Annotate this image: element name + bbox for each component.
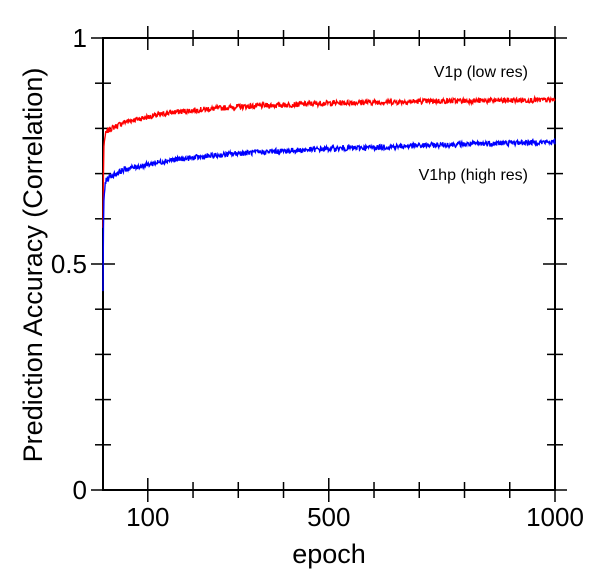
axis-ticks xyxy=(91,26,567,502)
series-label-v1hp: V1hp (high res) xyxy=(419,167,528,184)
y-tick-label: 0.5 xyxy=(51,249,87,279)
tick-labels: 0 0.5 1 100 500 1000 xyxy=(51,23,584,532)
series-labels: V1p (low res) V1hp (high res) xyxy=(419,64,528,184)
series-label-v1p: V1p (low res) xyxy=(434,64,528,81)
x-axis-title: epoch xyxy=(292,539,366,569)
plot-border xyxy=(102,37,556,491)
series-layer xyxy=(102,94,556,292)
x-tick-label: 1000 xyxy=(526,502,584,532)
y-axis-title: Prediction Accuracy (Correlation) xyxy=(18,68,48,463)
y-tick-label: 1 xyxy=(73,23,87,53)
series-line-v1p xyxy=(102,94,556,228)
y-tick-label: 0 xyxy=(73,475,87,505)
x-tick-label: 500 xyxy=(307,502,350,532)
plot-frame xyxy=(102,37,556,491)
x-tick-label: 100 xyxy=(126,502,169,532)
series-line-v1hp xyxy=(102,137,556,292)
